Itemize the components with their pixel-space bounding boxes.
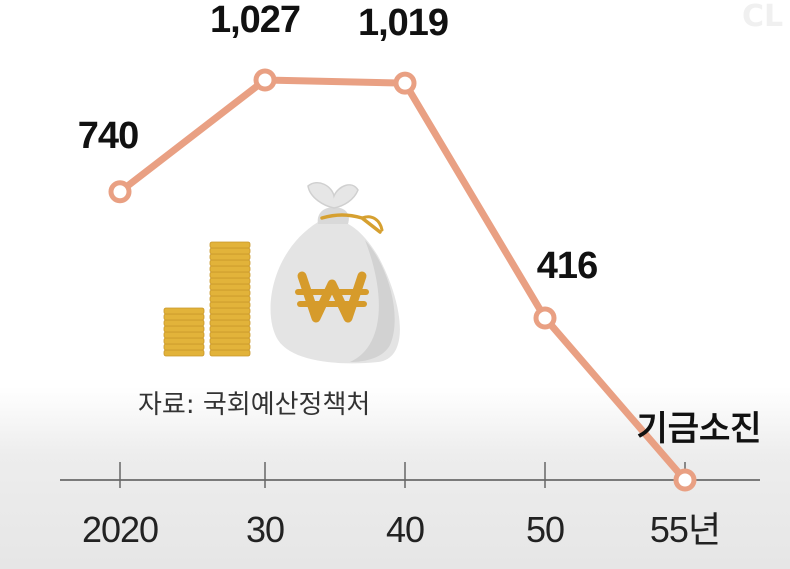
data-label-3: 416 [537,245,597,287]
data-label-1: 1,027 [210,0,300,41]
x-tick-label-1: 30 [246,509,284,550]
data-label-0: 740 [78,115,138,157]
x-axis-ticks [119,462,686,488]
data-point-0 [108,180,132,204]
coin-stack-illustration [163,241,251,357]
fund-depletion-label: 기금소진 [636,409,761,449]
data-point-2 [393,71,417,95]
data-point-3 [533,306,557,330]
money-bag-icon [270,182,400,364]
data-labels: 740 1,027 1,019 416 기금소진 [78,0,762,449]
x-tick-label-0: 2020 [82,509,158,550]
data-markers [108,68,697,492]
data-label-2: 1,019 [358,2,448,44]
x-tick-label-4: 55년 [650,509,720,550]
won-sign-icon [295,271,369,323]
series-line [116,76,689,484]
x-tick-label-3: 50 [526,509,564,550]
data-point-4 [673,468,697,492]
x-tick-label-2: 40 [386,509,424,550]
watermark-text: CL [742,0,783,34]
x-axis-labels: 2020 30 40 50 55년 [82,509,721,550]
source-note: 자료: 국회예산정책처 [138,390,370,420]
data-point-1 [253,68,277,92]
